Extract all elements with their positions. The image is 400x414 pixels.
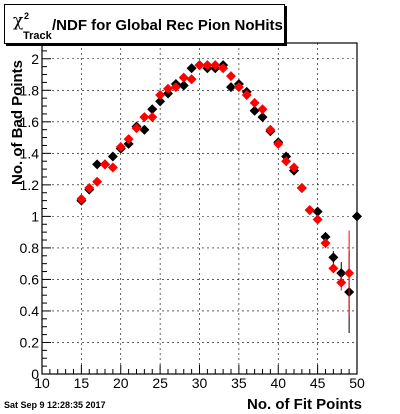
title-text: /NDF for Global Rec Pion NoHits (52, 17, 283, 34)
y-tick-label: 1.6 (20, 114, 40, 130)
data-point-red (163, 83, 173, 94)
y-tick-label: 0 (31, 366, 39, 382)
data-point-red (178, 72, 189, 83)
data-point-red (249, 97, 260, 108)
x-tick-label: 10 (34, 375, 50, 391)
data-point-red (257, 104, 268, 115)
data-point-red (100, 159, 110, 170)
y-tick-label: 1 (31, 208, 39, 224)
x-tick-label: 50 (349, 375, 365, 391)
data-point-black (257, 112, 268, 123)
x-tick-label: 40 (270, 375, 286, 391)
data-point-black (107, 151, 118, 162)
y-tick-label: 0.4 (20, 303, 40, 319)
data-point-red (233, 82, 244, 93)
data-point-black (320, 231, 331, 242)
data-point-black (312, 206, 323, 217)
axes: 10 15 20 25 30 35 40 45 50 0 0.2 0.4 0.6 0.8 1 1.2 1.4 1.… (20, 42, 365, 391)
y-tick-label: 1.2 (20, 177, 40, 193)
data-point-black (92, 159, 103, 170)
x-axis-label: No. of Fit Points (247, 396, 362, 413)
data-point-red (336, 277, 347, 288)
chart-title: χ 2 Track /NDF for Global Rec Pion NoHit… (4, 4, 285, 44)
data-point-red (107, 162, 118, 173)
data-point-black (139, 124, 150, 135)
y-tick-label: 1.4 (20, 145, 40, 161)
x-tick-label: 20 (113, 375, 129, 391)
y-tick-label: 0.2 (20, 334, 40, 350)
title-superscript: 2 (24, 11, 30, 21)
y-tick-label: 1.8 (20, 82, 40, 98)
data-point-red (281, 156, 292, 167)
timestamp: Sat Sep 9 12:28:35 2017 (4, 400, 106, 410)
data-point-black (147, 104, 158, 115)
data-point-red (210, 60, 221, 71)
data-point-red (84, 183, 95, 194)
data-point-red (115, 142, 126, 153)
data-points (76, 60, 362, 334)
data-point-red (170, 82, 181, 93)
title-chi-symbol: χ (13, 11, 24, 31)
data-point-red (186, 74, 197, 85)
data-point-red (147, 112, 158, 123)
data-point-red (194, 60, 205, 71)
data-point-red (273, 138, 284, 149)
data-point-black (155, 96, 166, 107)
x-tick-label: 15 (74, 375, 90, 391)
data-point-red (76, 194, 87, 205)
data-point-red (92, 176, 103, 187)
x-tick-label: 30 (192, 375, 208, 391)
data-point-red (289, 162, 299, 173)
title-subscript: Track (23, 30, 52, 42)
data-point-black (328, 252, 339, 263)
y-tick-label: 2 (31, 51, 39, 67)
data-point-red (304, 205, 315, 216)
data-point-red (155, 90, 166, 101)
data-point-red (241, 90, 252, 101)
data-point-red (328, 263, 339, 274)
data-point-red (218, 63, 229, 74)
y-tick-label: 0.6 (20, 271, 40, 287)
data-point-red (139, 112, 150, 123)
data-point-red (131, 123, 142, 134)
data-point-black (352, 211, 362, 222)
data-point-black (226, 82, 236, 93)
data-point-red (312, 214, 323, 225)
x-tick-label: 35 (231, 375, 247, 391)
y-axis-label: No. of Bad Points (9, 60, 26, 185)
data-point-red (344, 268, 355, 279)
data-point-black (178, 80, 189, 91)
data-point-red (226, 71, 236, 82)
data-point-black (186, 63, 197, 74)
data-point-red (320, 238, 331, 249)
data-point-red (123, 134, 134, 145)
data-point-red (265, 124, 276, 135)
y-tick-label: 0.8 (20, 240, 40, 256)
data-point-red (296, 183, 307, 194)
data-point-red (202, 60, 213, 71)
x-tick-label: 25 (152, 375, 168, 391)
x-tick-label: 45 (310, 375, 326, 391)
data-point-black (336, 268, 347, 279)
data-point-black (249, 105, 260, 116)
